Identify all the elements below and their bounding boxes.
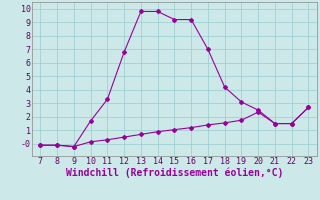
X-axis label: Windchill (Refroidissement éolien,°C): Windchill (Refroidissement éolien,°C) [66,168,283,178]
